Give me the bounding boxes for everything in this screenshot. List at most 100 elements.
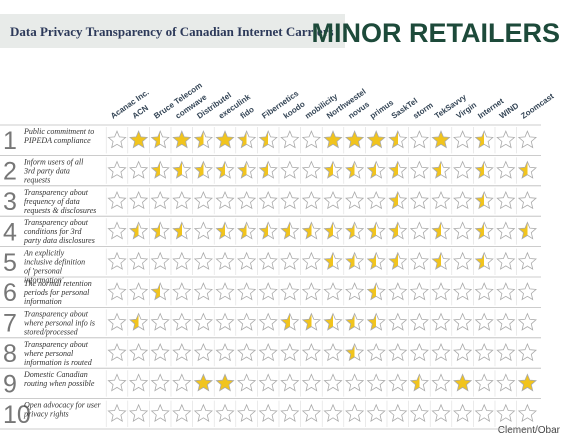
star-rating	[129, 130, 149, 149]
star-rating	[409, 221, 429, 240]
star-rating	[193, 282, 213, 301]
credit: Clement/Obar	[498, 425, 561, 436]
star-rating	[453, 282, 473, 301]
star-rating	[258, 221, 278, 240]
star-rating	[388, 190, 408, 210]
star-rating	[453, 403, 473, 422]
row-label: An explicitly inclusive definition of 'per…	[23, 249, 85, 285]
star-rating	[280, 130, 300, 149]
star-rating	[345, 373, 365, 392]
star-rating	[150, 403, 170, 422]
star-rating	[431, 251, 451, 270]
star-rating	[193, 342, 213, 362]
star-rating	[388, 373, 408, 392]
star-rating	[172, 282, 192, 301]
star-rating	[323, 373, 343, 392]
star-rating	[258, 190, 278, 210]
star-rating	[496, 373, 516, 392]
star-rating	[215, 221, 235, 240]
star-rating	[107, 312, 127, 331]
star-rating	[345, 251, 365, 270]
star-rating	[366, 403, 386, 422]
star-rating	[453, 312, 473, 331]
star-rating	[193, 312, 213, 331]
star-rating	[366, 130, 386, 149]
star-rating	[496, 403, 516, 422]
star-rating	[496, 282, 516, 301]
star-rating	[150, 251, 170, 270]
star-rating	[193, 221, 213, 240]
star-rating	[388, 282, 408, 301]
star-rating	[409, 312, 429, 331]
row-number: 7	[3, 310, 17, 338]
star-rating	[453, 373, 473, 392]
star-rating	[345, 190, 365, 210]
star-rating	[129, 190, 149, 210]
row-number: 8	[3, 340, 17, 368]
star-rating	[258, 403, 278, 422]
star-rating	[366, 312, 386, 331]
row-label: Transparency about frequency of data reque…	[24, 188, 96, 215]
star-rating	[366, 251, 386, 270]
star-rating	[237, 312, 257, 331]
star-rating	[237, 160, 257, 179]
star-rating	[129, 403, 149, 422]
star-rating	[107, 221, 127, 240]
star-rating	[345, 160, 365, 179]
row-label: Open advocacy for user privacy rights	[23, 401, 102, 419]
star-rating	[474, 190, 494, 210]
row-label: Public commitment to PIPEDA compliance	[23, 127, 94, 145]
star-rating	[517, 373, 537, 392]
star-rating	[237, 130, 257, 149]
star-rating	[280, 160, 300, 179]
row-label: Domestic Canadian routing when possible	[23, 370, 95, 388]
star-rating	[129, 221, 149, 240]
star-rating	[453, 251, 473, 270]
star-rating	[107, 282, 127, 301]
row-label: Transparency about where personal info is…	[24, 309, 95, 336]
star-rating	[388, 160, 408, 179]
star-rating	[453, 221, 473, 240]
star-rating	[237, 373, 257, 392]
title: Data Privacy Transparency of Canadian In…	[10, 24, 334, 39]
star-rating	[388, 221, 408, 240]
star-rating	[301, 403, 321, 422]
star-rating	[517, 312, 537, 331]
carrier-name: Zoomcast	[519, 91, 555, 120]
star-rating	[237, 251, 257, 270]
star-rating	[280, 282, 300, 301]
star-rating	[431, 373, 451, 392]
row-number: 5	[3, 249, 17, 277]
row-label: Transparency about conditions for 3rd part…	[23, 218, 95, 245]
star-rating	[172, 160, 192, 179]
star-rating	[409, 342, 429, 362]
star-rating	[129, 373, 149, 392]
star-rating	[193, 373, 213, 392]
star-rating	[431, 130, 451, 149]
star-rating	[323, 160, 343, 179]
star-rating	[129, 312, 149, 331]
star-rating	[388, 312, 408, 331]
star-rating	[517, 282, 537, 301]
star-rating	[172, 130, 192, 149]
row-label: The normal retention periods for personal…	[23, 279, 92, 306]
star-rating	[388, 342, 408, 362]
star-rating	[107, 190, 127, 210]
star-rating	[237, 221, 257, 240]
star-rating	[280, 251, 300, 270]
star-rating	[280, 190, 300, 210]
star-rating	[215, 160, 235, 179]
star-rating	[172, 403, 192, 422]
star-rating	[323, 190, 343, 210]
star-rating	[301, 160, 321, 179]
star-rating	[431, 403, 451, 422]
star-rating	[474, 130, 494, 149]
star-rating	[345, 312, 365, 331]
star-rating	[172, 312, 192, 331]
star-rating	[517, 130, 537, 149]
star-rating	[453, 342, 473, 362]
star-rating	[345, 282, 365, 301]
star-rating	[453, 130, 473, 149]
star-rating	[366, 190, 386, 210]
